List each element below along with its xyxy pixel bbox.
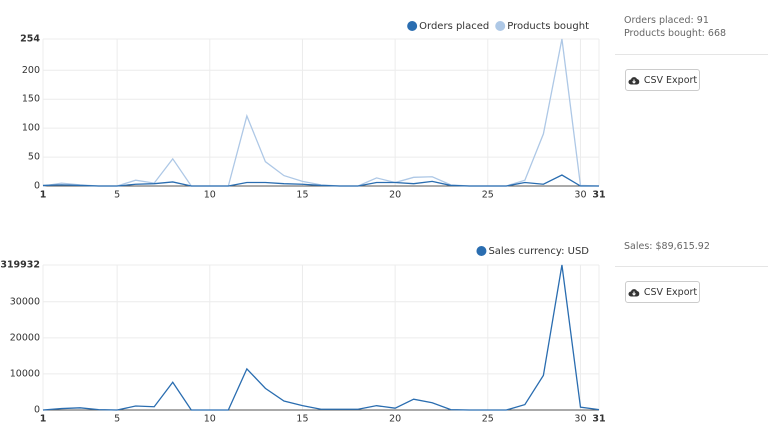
y-tick-label: 40200.319932 xyxy=(0,260,40,271)
y-tick-label: 50 xyxy=(28,152,40,163)
x-tick-label: 15 xyxy=(296,190,308,201)
stat: Products bought: 668 xyxy=(624,28,727,39)
y-tick-label: 0 xyxy=(34,405,40,416)
stat: Orders placed: 91 xyxy=(624,15,709,26)
x-tick-label: 1 xyxy=(40,414,47,425)
x-tick-label: 5 xyxy=(114,414,120,425)
panel: Sales: $89,615.92 CSV Export xyxy=(615,240,768,303)
legend-label: Products bought xyxy=(507,21,589,32)
legend-swatch xyxy=(476,246,487,256)
series-line xyxy=(42,264,600,411)
x-tick-label: 30 xyxy=(574,190,586,201)
x-tick-label: 20 xyxy=(389,190,401,201)
x-tick-label: 15 xyxy=(296,414,308,425)
series-line xyxy=(42,174,599,187)
y-tick-label: 10000 xyxy=(10,368,40,379)
x-tick-label: 1 xyxy=(40,190,47,201)
x-tick-label: 20 xyxy=(389,414,401,425)
divider xyxy=(615,54,768,55)
legend-swatch xyxy=(495,21,506,31)
button-label: CSV Export xyxy=(643,286,698,298)
y-tick-label: 20000 xyxy=(10,332,40,343)
legend-swatch xyxy=(407,21,418,31)
x-tick-label: 10 xyxy=(204,190,216,201)
button-label: CSV Export xyxy=(643,74,698,86)
panel: Orders placed: 91 Products bought: 668 C… xyxy=(615,14,768,91)
csv-button[interactable]: CSV Export xyxy=(625,281,700,303)
x-tick-label: 25 xyxy=(482,414,494,425)
x-tick-label: 31 xyxy=(592,190,605,201)
cloud-icon xyxy=(628,288,640,296)
y-tick-label: 254 xyxy=(20,34,40,45)
x-tick-label: 5 xyxy=(114,190,120,201)
csv-button[interactable]: CSV Export xyxy=(625,69,700,91)
stat: Sales: $89,615.92 xyxy=(624,241,710,252)
y-tick-label: 200 xyxy=(22,65,40,76)
y-tick-label: 150 xyxy=(22,94,40,105)
x-tick-label: 30 xyxy=(574,414,586,425)
y-tick-label: 0 xyxy=(34,181,40,192)
y-tick-label: 30000 xyxy=(10,296,40,307)
legend-label: Orders placed xyxy=(419,21,489,32)
x-tick-label: 31 xyxy=(592,414,605,425)
x-tick-label: 10 xyxy=(204,414,216,425)
series-line xyxy=(42,38,600,187)
y-tick-label: 100 xyxy=(22,123,40,134)
legend-label: Sales currency: USD xyxy=(488,246,589,257)
cloud-icon xyxy=(628,76,640,84)
x-tick-label: 25 xyxy=(482,190,494,201)
divider xyxy=(615,266,768,267)
